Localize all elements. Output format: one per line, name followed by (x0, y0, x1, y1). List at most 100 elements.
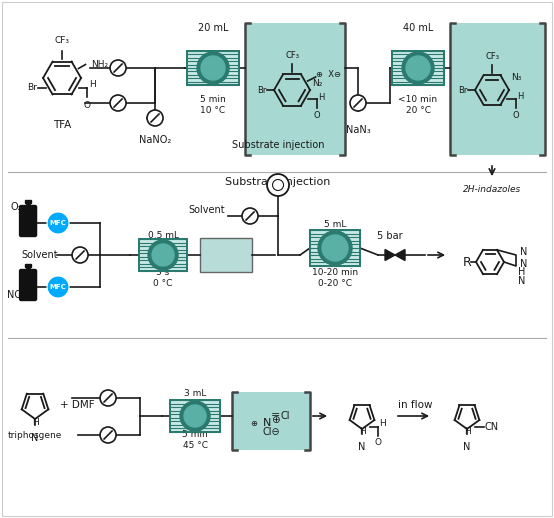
Text: N: N (32, 433, 39, 443)
Text: H: H (90, 80, 96, 89)
Circle shape (148, 240, 178, 270)
Text: H: H (32, 418, 38, 427)
Text: CF₃: CF₃ (285, 51, 299, 60)
Text: CF₃: CF₃ (485, 52, 499, 61)
Circle shape (147, 110, 163, 126)
Text: N₃: N₃ (511, 73, 521, 82)
Text: ⊕: ⊕ (271, 415, 280, 425)
FancyBboxPatch shape (19, 269, 37, 300)
Text: <10 min
20 °C: <10 min 20 °C (398, 95, 438, 115)
Circle shape (201, 56, 225, 80)
Text: ⊕: ⊕ (250, 419, 257, 427)
FancyBboxPatch shape (200, 238, 252, 272)
Circle shape (267, 174, 289, 196)
FancyBboxPatch shape (245, 23, 345, 155)
Circle shape (406, 56, 430, 80)
Circle shape (242, 208, 258, 224)
Circle shape (402, 52, 434, 84)
Text: NaNO₂: NaNO₂ (139, 135, 171, 145)
Circle shape (47, 276, 69, 298)
Text: 20 mL: 20 mL (198, 23, 228, 33)
Text: NO: NO (7, 290, 22, 300)
FancyBboxPatch shape (450, 23, 545, 155)
FancyBboxPatch shape (22, 206, 34, 216)
Text: H
N: H N (518, 267, 525, 286)
Polygon shape (385, 250, 395, 261)
Text: 10-20 min
0-20 °C: 10-20 min 0-20 °C (312, 268, 358, 288)
Text: 3 s
0 °C: 3 s 0 °C (153, 268, 173, 288)
Text: + DMF: + DMF (60, 400, 95, 410)
Text: NH₂: NH₂ (91, 60, 109, 69)
Text: ⊕  X⊖: ⊕ X⊖ (316, 69, 341, 79)
Text: N: N (520, 259, 527, 269)
Text: 5 mL: 5 mL (324, 220, 346, 228)
Circle shape (110, 95, 126, 111)
Text: Solvent: Solvent (188, 205, 225, 215)
Text: Cl⊖: Cl⊖ (262, 427, 280, 437)
Text: 5 min
10 °C: 5 min 10 °C (200, 95, 226, 115)
Text: N₂: N₂ (312, 79, 323, 88)
FancyBboxPatch shape (22, 270, 34, 280)
Circle shape (318, 231, 352, 265)
Text: N₂O₃: N₂O₃ (213, 250, 239, 260)
Text: MFC: MFC (50, 220, 66, 226)
Text: 2H-indazoles: 2H-indazoles (463, 185, 521, 194)
Circle shape (152, 244, 174, 266)
Text: O: O (314, 111, 320, 120)
Text: 3 mL: 3 mL (184, 388, 206, 397)
Text: R: R (462, 255, 471, 268)
Text: in flow: in flow (398, 400, 432, 410)
Text: H: H (358, 427, 366, 436)
Text: Br: Br (27, 83, 37, 92)
Circle shape (47, 212, 69, 234)
Text: MFC: MFC (50, 284, 66, 290)
Text: H: H (319, 93, 325, 102)
FancyBboxPatch shape (19, 206, 37, 237)
Text: Solvent: Solvent (22, 250, 58, 260)
FancyBboxPatch shape (392, 51, 444, 85)
Text: Cl: Cl (280, 411, 290, 421)
FancyBboxPatch shape (187, 51, 239, 85)
Text: CN: CN (485, 422, 499, 431)
FancyBboxPatch shape (310, 230, 360, 266)
Text: Substrate injection: Substrate injection (225, 177, 331, 187)
Text: N: N (463, 442, 471, 452)
Text: 40 mL: 40 mL (403, 23, 433, 33)
Text: H: H (379, 419, 386, 428)
Text: H: H (464, 427, 470, 436)
FancyBboxPatch shape (139, 239, 187, 271)
Circle shape (110, 60, 126, 76)
Text: triphosgene: triphosgene (8, 430, 62, 439)
Text: Substrate injection: Substrate injection (232, 140, 324, 150)
Text: CF₃: CF₃ (54, 36, 70, 45)
Polygon shape (395, 250, 405, 261)
Text: Br: Br (458, 85, 467, 94)
Circle shape (184, 405, 206, 427)
Circle shape (350, 95, 366, 111)
FancyBboxPatch shape (170, 400, 220, 432)
Circle shape (197, 52, 229, 84)
Circle shape (72, 247, 88, 263)
Text: O: O (83, 100, 90, 109)
Text: Br: Br (257, 85, 266, 94)
Text: =: = (270, 410, 280, 420)
FancyBboxPatch shape (25, 200, 31, 203)
Circle shape (180, 401, 210, 431)
Text: O₂: O₂ (11, 202, 22, 212)
Text: N: N (520, 248, 527, 257)
Text: NaN₃: NaN₃ (346, 125, 371, 135)
Circle shape (322, 235, 348, 261)
Text: O: O (374, 438, 381, 447)
Text: 5 bar: 5 bar (377, 231, 403, 241)
Text: H: H (517, 92, 523, 101)
Circle shape (100, 427, 116, 443)
Circle shape (100, 390, 116, 406)
FancyBboxPatch shape (25, 264, 31, 267)
Text: O: O (512, 110, 519, 120)
Text: 5 min
45 °C: 5 min 45 °C (182, 430, 208, 450)
FancyBboxPatch shape (232, 392, 310, 450)
Text: N: N (263, 418, 271, 428)
Text: 0.5 mL: 0.5 mL (147, 231, 178, 239)
Text: TFA: TFA (53, 120, 71, 130)
Text: N: N (358, 442, 366, 452)
